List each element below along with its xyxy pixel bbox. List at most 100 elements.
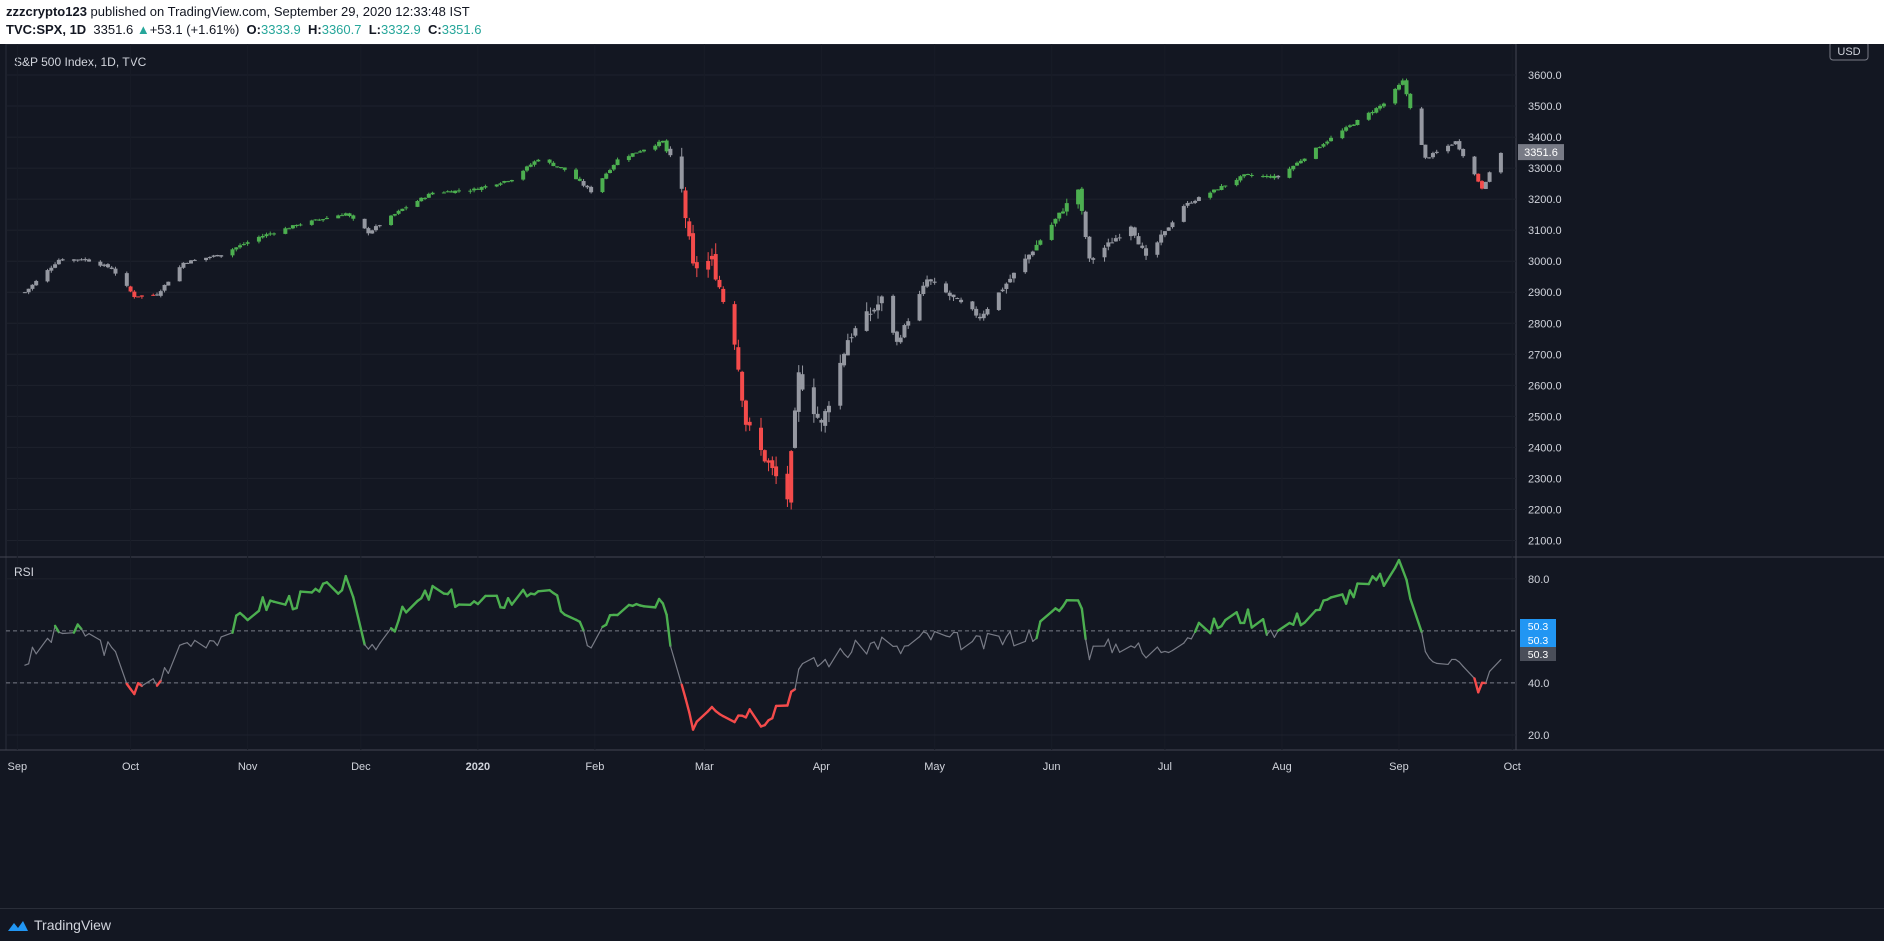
candle-body [30,285,34,289]
candle-body [480,187,484,190]
candle-body [733,304,737,344]
candle-body [1050,225,1054,240]
candle-body [1446,146,1450,151]
candle-body [1269,176,1273,178]
candle-body [589,187,593,192]
candle-body [1023,259,1027,273]
candle-body [774,466,778,476]
close-label: C: [428,22,442,37]
candle-body [865,311,869,331]
candle-body [684,190,688,218]
candle-body [363,219,367,229]
time-tick-label: Oct [122,761,139,773]
candle-body [736,347,740,369]
symbol-line: TVC:SPX, 1D 3351.6 ▲+53.1 (+1.61%) O:333… [6,22,481,37]
candle-body [106,264,110,267]
candle-body [770,460,774,468]
candle-body [415,201,419,207]
candle-body [785,474,789,500]
candle-body [816,414,820,418]
candle-body [1288,169,1292,178]
candle-body [483,186,487,187]
footer-brand[interactable]: TradingView [34,917,111,933]
price-tick-label: 3300.0 [1528,163,1562,175]
candle-body [125,273,129,286]
candle-body [272,233,276,234]
price-tick-label: 2500.0 [1528,411,1562,423]
candle-body [1027,255,1031,260]
candle-body [1408,94,1412,108]
candle-body [499,183,503,184]
candle-body [1321,144,1325,147]
low-value: 3332.9 [381,22,421,37]
candle-body [634,153,638,154]
candle-body [310,220,314,224]
candle-body [378,225,382,226]
candle-body [1371,112,1375,113]
candle-body [336,215,340,218]
candle-body [846,340,850,355]
price-tick-label: 3000.0 [1528,256,1562,268]
author-name[interactable]: zzzcrypto123 [6,4,87,19]
price-tick-label: 3200.0 [1528,194,1562,206]
candle-body [982,314,986,318]
candle-body [1182,206,1186,222]
candle-body [604,174,608,179]
candle-body [1246,174,1250,175]
candle-body [1118,237,1122,238]
time-tick-label: Nov [238,761,258,773]
candle-body [472,189,476,191]
candle-body [155,294,159,295]
candle-body [986,309,990,314]
candle-body [1091,258,1095,260]
candle-body [1238,176,1242,180]
candle-body [1355,120,1359,125]
candle-body [551,163,555,166]
candle-body [661,141,665,143]
candle-body [1318,147,1322,148]
candle-body [136,296,140,297]
candle-body [321,219,325,220]
candle-body [555,166,559,167]
candle-body [389,216,393,225]
candle-body [740,372,744,401]
candle-body [397,211,401,214]
candle-body [721,289,725,302]
candle-body [627,156,631,160]
candle-body [638,151,642,152]
candle-body [880,296,884,303]
candle-body [449,191,453,192]
candle-body [1420,109,1424,145]
rsi-value-badge-label: 50.3 [1528,649,1549,661]
candle-body [853,328,857,335]
candle-body [812,387,816,414]
rsi-tick-label: 20.0 [1528,730,1549,742]
plot-frame [6,44,1516,750]
candle-body [668,149,672,155]
candle-body [1220,186,1224,190]
candle-body [53,264,57,268]
candle-body [536,160,540,162]
candle-body [974,309,978,316]
candle-body [970,301,974,309]
candle-body [850,337,854,338]
price-tick-label: 2600.0 [1528,380,1562,392]
candle-body [631,153,635,157]
candle-body [113,269,117,274]
candle-body [1057,213,1061,219]
candle-body [1340,130,1344,138]
candle-body [1133,227,1137,235]
candle-body [110,268,114,269]
rsi-line-segment [63,633,74,634]
candle-body [1276,176,1280,178]
candle-body [370,230,374,233]
time-tick-label: Jun [1043,761,1061,773]
rsi-value-badge-label: 50.3 [1528,635,1549,647]
candle-body [1393,89,1397,104]
candle-body [1216,189,1220,190]
candle-body [400,209,404,211]
time-tick-label: Jul [1158,761,1172,773]
candle-body [714,254,718,279]
chart-area[interactable]: 3600.03500.03400.03300.03200.03100.03000… [0,44,1884,908]
candle-body [1431,153,1435,157]
